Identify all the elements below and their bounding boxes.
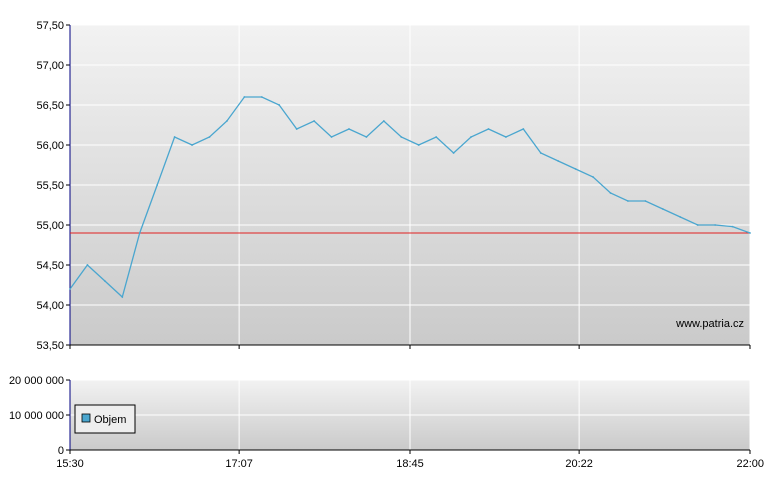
price-data-point [348,128,350,130]
volume-y-tick-label: 20 000 000 [9,375,64,387]
price-data-point [557,160,560,162]
x-tick-label: 17:07 [225,458,253,470]
price-data-point [86,264,89,266]
price-data-point [435,136,438,138]
price-data-point [661,208,664,210]
price-data-point [278,104,281,106]
price-data-point [696,224,699,226]
price-data-point [313,120,316,122]
price-y-tick-label: 57,50 [36,20,64,32]
price-series-line [69,96,751,299]
price-data-point [208,136,211,138]
price-data-point [400,136,403,138]
price-data-point [417,144,420,146]
x-tick-label: 18:45 [396,458,424,470]
price-data-point [592,176,594,178]
price-data-point [382,120,385,122]
price-data-point [470,136,472,138]
legend-label: Objem [94,414,126,426]
volume-panel: 0 10 000 000 20 000 000 15:30 17:07 18:45 20:2… [9,375,764,470]
price-data-point [156,184,159,186]
volume-y-tick-label: 10 000 000 [9,410,64,422]
price-y-tick-label: 55,50 [36,180,64,192]
price-data-point [330,136,333,138]
price-data-point [487,128,490,130]
price-data-point [539,152,542,154]
watermark: www.patria.cz [675,318,744,330]
price-data-point [749,232,751,234]
price-data-point [173,136,176,138]
price-y-tick-label: 54,00 [36,300,64,312]
price-y-tick-label: 57,00 [36,60,64,72]
price-data-point [121,296,124,298]
price-y-tick-label: 56,00 [36,140,64,152]
price-data-point [103,280,106,282]
price-y-tick-label: 55,00 [36,220,64,232]
price-data-point [191,144,193,146]
legend-swatch [81,413,91,423]
price-data-point [260,96,263,98]
price-y-tick-label: 54,50 [36,260,64,272]
price-y-tick-label: 56,50 [36,100,64,112]
price-data-point [243,96,246,98]
price-data-point [609,192,612,194]
price-data-point [452,152,455,154]
price-data-point [295,128,298,130]
price-data-point [138,232,141,234]
price-y-tick-label: 53,50 [36,340,64,352]
legend: Objem [74,404,136,434]
volume-y-tick-label: 0 [58,445,64,457]
price-data-point [574,168,577,170]
price-data-point [522,128,525,130]
price-panel: 53,50 54,00 54,50 55,00 55,50 56,00 56,50 57,00… [36,20,751,352]
price-data-point [226,120,228,122]
x-tick-label: 15:30 [56,458,84,470]
price-data-point [679,216,682,218]
price-data-point [365,136,368,138]
x-tick-label: 20:22 [565,458,593,470]
price-data-point [714,224,717,226]
x-tick-label: 22:00 [736,458,764,470]
price-data-point [644,200,647,202]
price-data-point [504,136,507,138]
price-data-point [69,288,71,290]
price-data-point [627,200,629,202]
price-data-point [731,225,734,228]
